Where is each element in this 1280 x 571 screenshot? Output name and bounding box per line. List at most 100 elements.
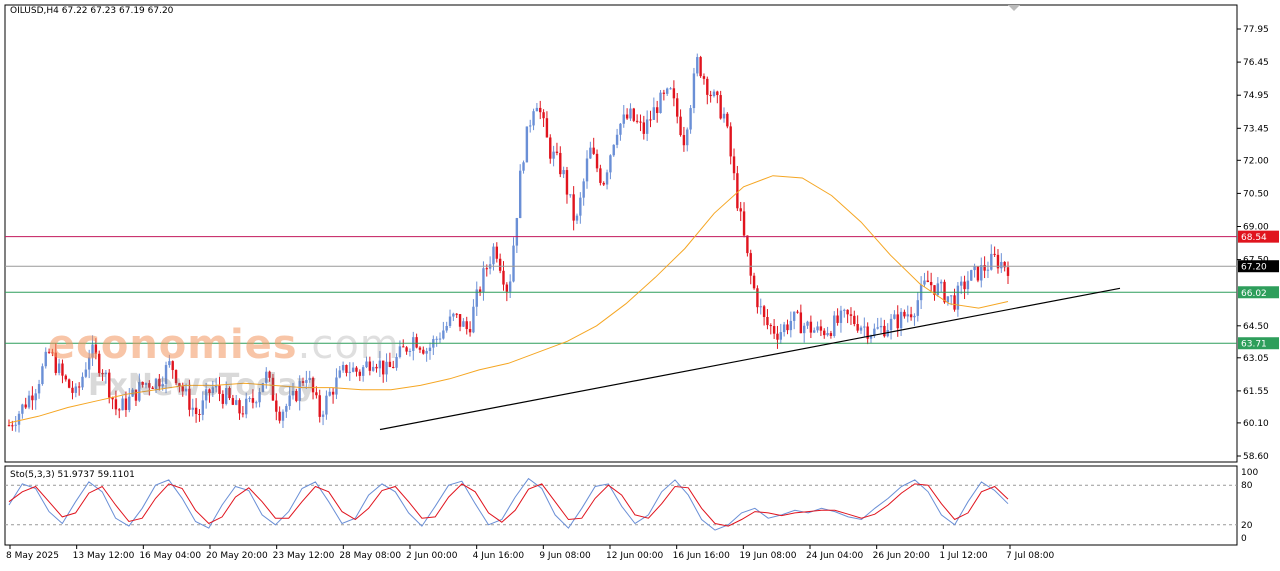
candle-bear [151, 387, 154, 389]
y-tick-label: 70.50 [1243, 189, 1269, 199]
candle-bull [328, 391, 331, 396]
candle-bear [909, 314, 913, 318]
candle-bull [17, 413, 21, 425]
x-tick-label: 4 Jun 16:00 [473, 551, 525, 561]
candle-bull [686, 129, 689, 146]
level-badge-label: 66.02 [1241, 289, 1267, 299]
candle-bear [572, 194, 575, 221]
candle-bull [325, 395, 328, 415]
candle-bear [762, 306, 766, 317]
candle-bull [535, 107, 539, 112]
candle-bull [946, 296, 950, 303]
candle-bear [295, 390, 298, 401]
level-badge-label: 68.54 [1241, 233, 1267, 243]
candle-bear [719, 95, 722, 119]
x-tick-label: 12 Jun 00:00 [606, 551, 663, 561]
candle-bear [111, 397, 114, 400]
candle-bull [412, 337, 415, 351]
candle-bull [833, 315, 836, 336]
candle-bear [455, 313, 458, 315]
candle-bull [281, 411, 285, 421]
candle-bear [702, 76, 706, 79]
candle-bull [351, 367, 355, 372]
candle-bull [492, 246, 495, 265]
y-tick-label: 72.00 [1243, 156, 1269, 166]
candle-bear [829, 333, 833, 336]
candle-bull [81, 376, 84, 388]
scroll-marker [1008, 5, 1020, 11]
candle-bull [57, 363, 61, 373]
candle-bull [722, 113, 726, 119]
candle-bear [241, 413, 245, 415]
candle-bull [214, 385, 218, 388]
candle-bear [592, 147, 595, 154]
y-tick-label: 69.00 [1243, 223, 1269, 233]
candle-bull [585, 158, 589, 182]
stoch-tick-label: 20 [1241, 521, 1253, 531]
candle-bull [960, 281, 963, 286]
y-tick-label: 60.10 [1243, 419, 1269, 429]
candle-bear [415, 337, 418, 348]
candle-bear [976, 266, 980, 281]
candle-bull [939, 281, 943, 284]
candle-bull [950, 295, 953, 297]
candle-bull [161, 383, 164, 387]
candle-bull [609, 155, 612, 173]
candle-bear [926, 280, 930, 283]
candle-bear [799, 312, 803, 334]
candle-bull [990, 253, 993, 270]
candle-bear [635, 120, 639, 122]
candle-bull [462, 321, 465, 327]
candle-bear [31, 395, 34, 401]
candle-bear [929, 282, 933, 286]
candle-bear [141, 381, 144, 385]
candle-bear [883, 325, 886, 337]
candle-bear [418, 347, 422, 350]
candle-bear [625, 114, 629, 119]
candle-bull [365, 361, 368, 368]
candle-bull [869, 336, 873, 339]
candle-bear [699, 57, 702, 77]
x-tick-label: 19 Jun 08:00 [739, 551, 796, 561]
candle-bull [91, 344, 94, 358]
candle-bull [168, 361, 171, 366]
level-badge [1238, 286, 1279, 299]
candle-bear [823, 330, 826, 336]
candle-bull [87, 357, 91, 370]
candle-bull [288, 395, 291, 407]
stoch-tick-label: 100 [1241, 468, 1258, 478]
candle-bull [144, 383, 148, 385]
candle-bear [682, 135, 686, 146]
candle-bear [101, 373, 104, 375]
candle-bull [234, 400, 238, 405]
candle-bull [291, 390, 295, 396]
candle-bear [158, 378, 161, 387]
candle-bull [689, 108, 692, 130]
candle-bull [615, 134, 619, 145]
candle-bear [953, 295, 956, 310]
candle-bear [649, 119, 652, 121]
candle-bull [916, 300, 919, 316]
y-tick-label: 77.95 [1243, 25, 1269, 35]
candle-bull [789, 320, 793, 331]
y-tick-label: 73.45 [1243, 124, 1269, 134]
symbol-header: OILUSD,H4 67.22 67.23 67.19 67.20 [10, 6, 173, 16]
candle-bear [819, 326, 823, 331]
x-tick-label: 23 May 12:00 [273, 551, 335, 561]
x-tick-label: 16 May 04:00 [139, 551, 201, 561]
candle-bull [518, 170, 522, 219]
candle-bear [539, 107, 542, 113]
candle-bull [889, 318, 893, 331]
candle-bear [983, 265, 986, 271]
candle-bull [445, 325, 448, 331]
candle-bear [595, 153, 599, 169]
candle-bear [559, 152, 562, 175]
candle-bear [268, 371, 271, 378]
candle-bear [198, 414, 201, 416]
candle-bull [782, 324, 786, 333]
candle-bull [956, 285, 960, 310]
candle-bear [505, 284, 509, 292]
x-tick-label: 26 Jun 20:00 [873, 551, 930, 561]
